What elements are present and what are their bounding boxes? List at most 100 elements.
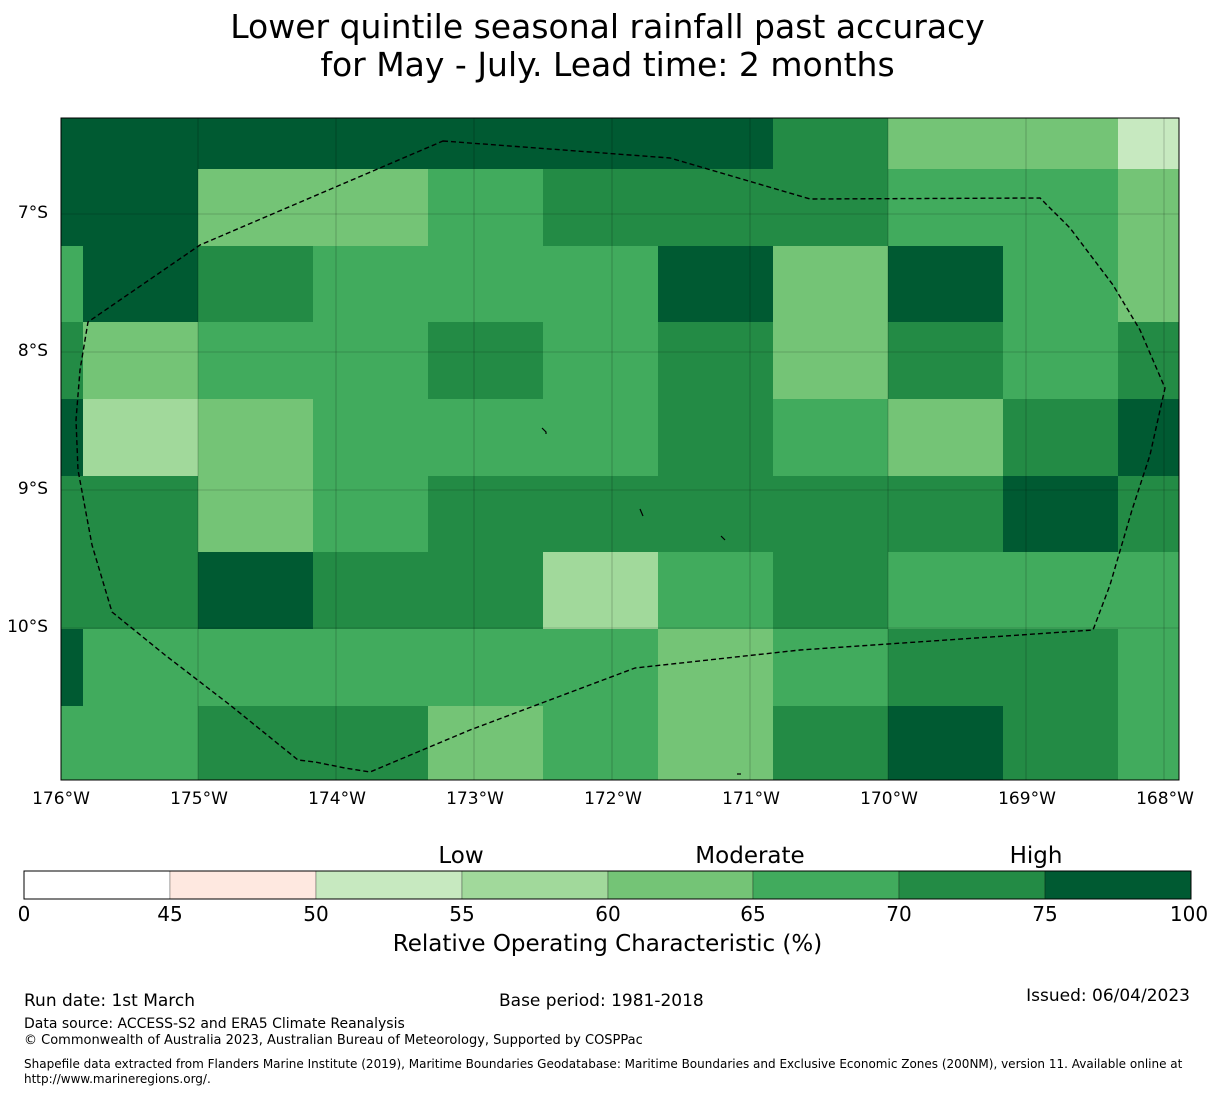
map-cell bbox=[1003, 322, 1118, 399]
map-cell bbox=[658, 322, 773, 399]
map-cell bbox=[658, 399, 773, 476]
map-cell bbox=[61, 399, 83, 476]
island-outline bbox=[639, 508, 644, 517]
map-cell bbox=[428, 706, 543, 780]
lon-label-175w: 175°W bbox=[170, 789, 228, 809]
map-cell bbox=[543, 322, 658, 399]
lat-label-8s: 8°S bbox=[17, 341, 48, 361]
map-cell bbox=[61, 629, 83, 706]
island-outline bbox=[720, 535, 726, 541]
map-cell bbox=[83, 629, 198, 706]
lat-label-10s: 10°S bbox=[7, 617, 48, 637]
map-cell bbox=[1118, 118, 1179, 169]
colorbar-tick: 65 bbox=[740, 902, 766, 926]
lon-label-176w: 176°W bbox=[32, 789, 90, 809]
map-cell bbox=[773, 706, 888, 780]
map-cell bbox=[83, 322, 198, 399]
lat-label-7s: 7°S bbox=[17, 203, 48, 223]
map-cell bbox=[658, 629, 773, 706]
colorbar-segment bbox=[752, 870, 900, 900]
map-cell bbox=[198, 322, 428, 399]
eez-boundary bbox=[75, 140, 1166, 773]
map-cell bbox=[428, 322, 543, 399]
colorbar-tick: 100 bbox=[1169, 902, 1209, 926]
map-cell bbox=[313, 399, 658, 476]
chart-title-line1: Lower quintile seasonal rainfall past ac… bbox=[230, 7, 985, 46]
colorbar bbox=[23, 870, 1192, 900]
map-cell bbox=[1118, 399, 1179, 476]
map-cell bbox=[1118, 706, 1179, 780]
map-cell bbox=[1003, 476, 1118, 552]
colorbar-segment bbox=[461, 870, 609, 900]
colorbar-tick: 75 bbox=[1032, 902, 1058, 926]
colorbar-tick: 60 bbox=[595, 902, 621, 926]
shapefile-url: http://www.marineregions.org/. bbox=[24, 1072, 211, 1086]
map-cell bbox=[1003, 706, 1118, 780]
map-cell bbox=[773, 246, 888, 322]
map-cell bbox=[773, 629, 888, 706]
map-cell bbox=[428, 476, 1003, 552]
run-date: Run date: 1st March bbox=[24, 991, 196, 1011]
lon-label-174w: 174°W bbox=[308, 789, 366, 809]
map-cell bbox=[198, 706, 428, 780]
map-cell bbox=[313, 552, 543, 629]
map-cell bbox=[1003, 399, 1118, 476]
map-cell bbox=[888, 706, 1003, 780]
chart-title-line2: for May - July. Lead time: 2 months bbox=[320, 45, 895, 84]
lon-label-170w: 170°W bbox=[860, 789, 918, 809]
map-cell bbox=[888, 629, 1118, 706]
map-cell bbox=[888, 118, 1118, 169]
map-cell bbox=[888, 399, 1003, 476]
map-cell bbox=[1118, 246, 1179, 322]
map-cell bbox=[83, 399, 198, 476]
map-cell bbox=[773, 552, 888, 629]
map-cell bbox=[888, 169, 1118, 246]
map-cell bbox=[61, 322, 83, 399]
map-cell bbox=[543, 169, 888, 246]
map-cell bbox=[888, 322, 1003, 399]
colorbar-title: Relative Operating Characteristic (%) bbox=[392, 931, 823, 957]
map-cell bbox=[428, 169, 543, 246]
map-cell bbox=[1118, 322, 1179, 399]
issued-date: Issued: 06/04/2023 bbox=[1026, 986, 1190, 1006]
map-gridlines bbox=[61, 118, 1179, 780]
map-cell bbox=[198, 246, 313, 322]
colorbar-frame bbox=[23, 870, 1192, 900]
map-frame bbox=[60, 117, 1180, 781]
colorbar-category-low: Low bbox=[438, 843, 484, 869]
map-cell bbox=[83, 246, 198, 322]
colorbar-segment bbox=[607, 870, 754, 900]
map-cell bbox=[888, 552, 1179, 629]
map-cell bbox=[313, 246, 658, 322]
island-outline bbox=[541, 427, 547, 434]
lon-label-169w: 169°W bbox=[998, 789, 1056, 809]
colorbar-tick: 55 bbox=[449, 902, 475, 926]
map-cell bbox=[61, 476, 198, 552]
map-cell bbox=[198, 476, 313, 552]
lon-label-171w: 171°W bbox=[722, 789, 780, 809]
map-cell bbox=[1118, 629, 1179, 706]
map-cell bbox=[658, 246, 773, 322]
map-cell bbox=[658, 552, 773, 629]
colorbar-category-high: High bbox=[1009, 843, 1063, 869]
map-cell bbox=[61, 706, 198, 780]
map-cell bbox=[198, 629, 658, 706]
map-cell bbox=[1118, 169, 1179, 246]
map-grid-cells bbox=[61, 118, 1179, 780]
colorbar-category-moderate: Moderate bbox=[695, 843, 805, 869]
colorbar-tick: 45 bbox=[157, 902, 183, 926]
map-cell bbox=[773, 118, 888, 169]
map-cell bbox=[198, 169, 428, 246]
lon-label-173w: 173°W bbox=[446, 789, 504, 809]
map-cell bbox=[1118, 476, 1179, 552]
colorbar-segment bbox=[315, 870, 463, 900]
map-cell bbox=[773, 322, 888, 399]
lat-label-9s: 9°S bbox=[17, 479, 48, 499]
map-cell bbox=[61, 118, 313, 169]
colorbar-tick: 70 bbox=[886, 902, 912, 926]
shapefile-credit: Shapefile data extracted from Flanders M… bbox=[24, 1057, 1183, 1071]
map-cell bbox=[543, 706, 658, 780]
base-period: Base period: 1981-2018 bbox=[499, 991, 704, 1011]
map-cell bbox=[198, 399, 313, 476]
